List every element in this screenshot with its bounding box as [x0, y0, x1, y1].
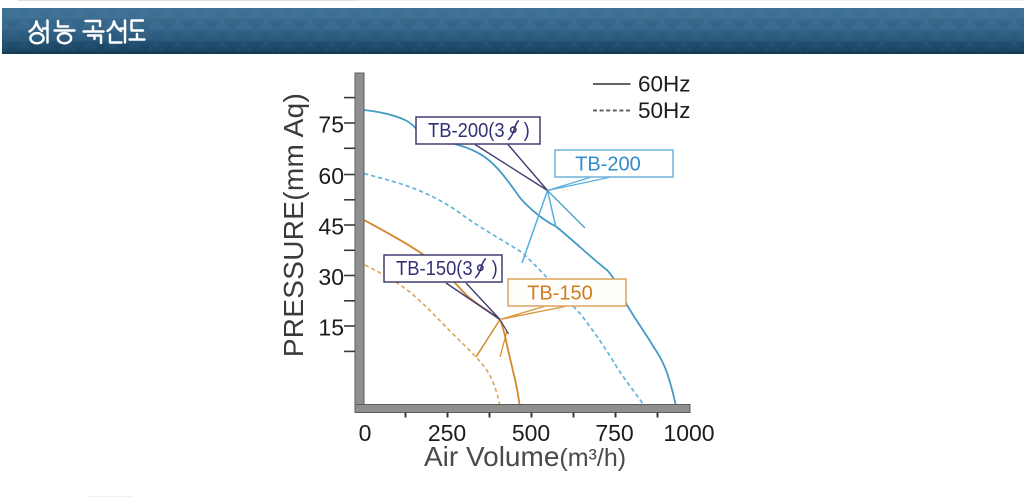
svg-text:TB-150(3: TB-150(3: [396, 258, 473, 280]
svg-text:45: 45: [318, 214, 344, 240]
svg-text:): ): [524, 120, 530, 142]
svg-text:50Hz: 50Hz: [638, 98, 691, 123]
svg-text:250: 250: [428, 420, 466, 446]
svg-text:75: 75: [318, 112, 344, 138]
svg-text:750: 750: [595, 420, 633, 446]
svg-text:30: 30: [318, 264, 344, 290]
svg-text:500: 500: [512, 420, 550, 446]
svg-text:15: 15: [318, 315, 344, 341]
svg-text:TB-200: TB-200: [575, 154, 641, 176]
svg-text:TB-150: TB-150: [527, 283, 593, 305]
svg-text:Air Volume(m³/h): Air Volume(m³/h): [424, 441, 626, 472]
svg-text:PRESSURE(mm Aq): PRESSURE(mm Aq): [278, 93, 309, 357]
svg-text:0: 0: [359, 420, 372, 446]
svg-text:60Hz: 60Hz: [638, 71, 691, 96]
svg-text:): ): [492, 258, 498, 280]
svg-text:TB-200(3: TB-200(3: [428, 120, 505, 142]
svg-text:60: 60: [318, 163, 344, 189]
svg-text:1000: 1000: [663, 420, 714, 446]
